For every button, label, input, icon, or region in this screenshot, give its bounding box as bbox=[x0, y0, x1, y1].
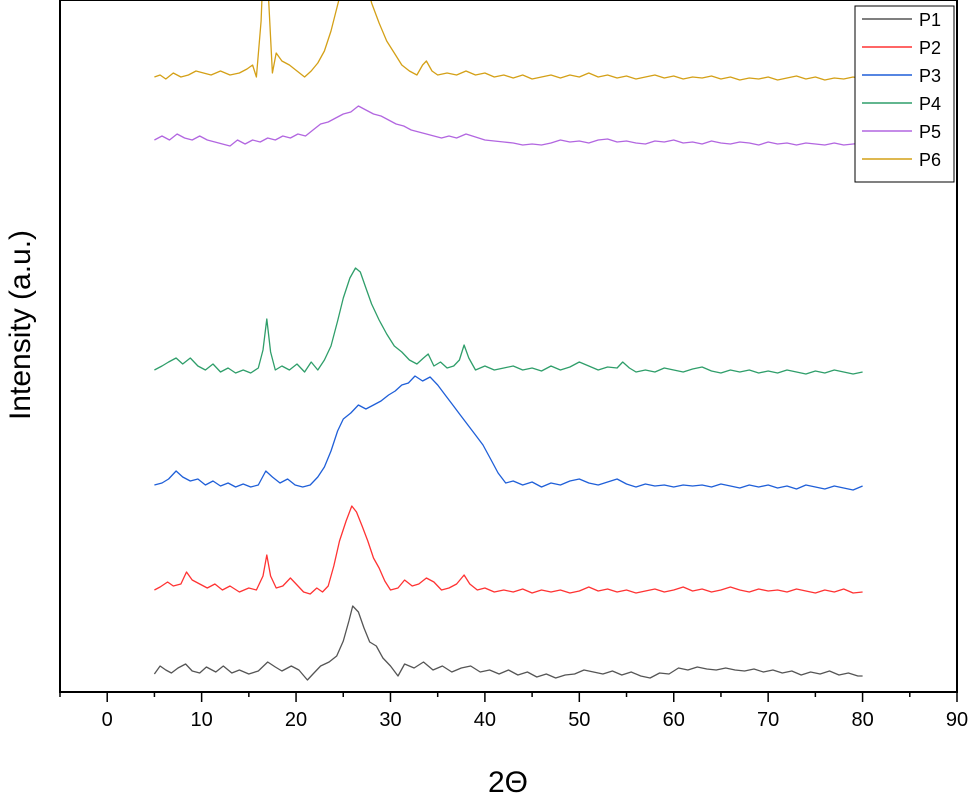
x-tick-label: 40 bbox=[474, 709, 496, 731]
series-line-p6 bbox=[154, 0, 863, 81]
legend-label-p1: P1 bbox=[919, 10, 941, 30]
x-tick-label: 60 bbox=[663, 709, 685, 731]
x-tick-label: 20 bbox=[285, 709, 307, 731]
x-axis: 0 10 20 30 40 50 60 70 80 90 bbox=[59, 692, 968, 731]
x-axis-title: 2Θ bbox=[488, 766, 528, 796]
x-tick-label: 0 bbox=[102, 709, 113, 731]
legend-box bbox=[854, 5, 955, 183]
series-line-p3 bbox=[154, 375, 863, 491]
legend-label-p4: P4 bbox=[919, 94, 941, 114]
legend-label-p6: P6 bbox=[919, 150, 941, 170]
series-line-p2 bbox=[154, 505, 863, 595]
legend-label-p2: P2 bbox=[919, 38, 941, 58]
y-axis-title: Intensity (a.u.) bbox=[4, 230, 37, 420]
plot-frame bbox=[59, 0, 958, 693]
series-line-p1 bbox=[153, 605, 863, 681]
x-tick-label: 30 bbox=[379, 709, 401, 731]
x-tick-label: 70 bbox=[757, 709, 779, 731]
x-tick-label: 50 bbox=[568, 709, 590, 731]
x-tick-label: 80 bbox=[851, 709, 873, 731]
x-tick-label: 90 bbox=[946, 709, 968, 731]
legend: P1 P2 P3 P4 P5 P6 bbox=[854, 5, 955, 183]
legend-label-p3: P3 bbox=[919, 66, 941, 86]
legend-label-p5: P5 bbox=[919, 122, 941, 142]
x-tick-label: 10 bbox=[191, 709, 213, 731]
series-line-p5 bbox=[154, 105, 863, 147]
series-layer bbox=[153, 0, 863, 681]
series-line-p4 bbox=[154, 267, 863, 375]
